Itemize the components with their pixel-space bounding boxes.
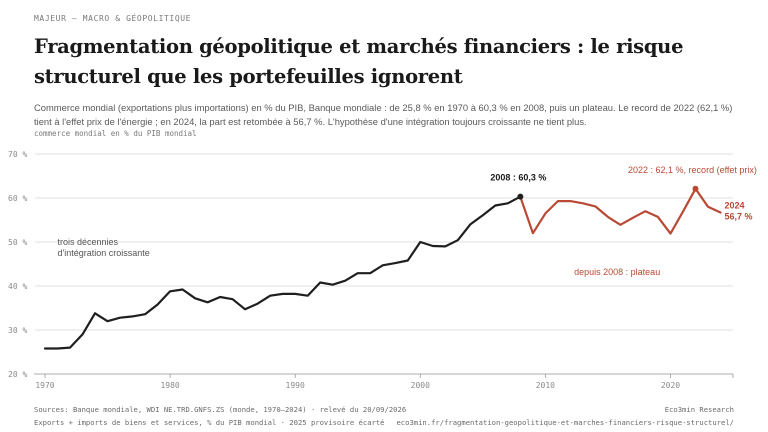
x-tick-label: 2020: [661, 381, 680, 390]
annotation-integration-line1: trois décennies: [58, 237, 119, 247]
article-url-link[interactable]: eco3min.fr/fragmentation-geopolitique-et…: [396, 417, 734, 427]
annotation-integration-line2: d'intégration croissante: [58, 248, 150, 258]
y-tick-label: 60 %: [8, 194, 27, 203]
x-tick-label: 1970: [35, 381, 54, 390]
source-line: Sources: Banque mondiale, WDI NE.TRD.GNF…: [34, 405, 407, 414]
unit-note: commerce mondial en % du PIB mondial: [34, 129, 197, 138]
trade-share-chart: 20 % 30 % 40 % 50 % 60 % 70 % 1970 1980 1990 2000…: [8, 150, 757, 390]
brand-name: Eco3min Research: [664, 405, 734, 414]
annotation-end-value: 56,7 %: [724, 212, 752, 222]
y-tick-label: 70 %: [8, 150, 27, 159]
point-2008-peak: [517, 193, 524, 200]
annotation-plateau: depuis 2008 : plateau: [574, 267, 660, 277]
annotation-peak-2008: 2008 : 60,3 %: [490, 173, 546, 183]
annotation-record-2022: 2022 : 62,1 %, record (effet prix): [628, 165, 757, 175]
figure-description: Commerce mondial (exportations plus impo…: [34, 102, 733, 127]
x-tick-label: 2000: [411, 381, 430, 390]
figure-title: Fragmentation géopolitique et marchés fi…: [34, 35, 684, 88]
series-line-1970-2008: [43, 195, 522, 350]
x-tick-label: 1980: [160, 381, 179, 390]
y-tick-label: 20 %: [8, 370, 27, 379]
x-tick-label: 2010: [536, 381, 555, 390]
series-line-2008-2024: [519, 187, 722, 235]
series-layer: [43, 185, 722, 350]
y-tick-label: 30 %: [8, 326, 27, 335]
method-note: Exports + imports de biens et services, …: [34, 417, 385, 427]
point-2022-record: [692, 185, 699, 192]
axis-layer: 20 % 30 % 40 % 50 % 60 % 70 % 1970 1980 1990 2000…: [8, 150, 734, 390]
annotation-layer: 2008 : 60,3 % 2022 : 62,1 %, record (eff…: [58, 165, 757, 277]
footer-sources: Sources: Banque mondiale, WDI NE.TRD.GNF…: [34, 404, 406, 429]
footer-brand: Eco3min Research eco3min.fr/fragmentatio…: [396, 404, 734, 429]
y-tick-label: 50 %: [8, 238, 27, 247]
y-tick-label: 40 %: [8, 282, 27, 291]
x-tick-label: 1990: [286, 381, 305, 390]
section-kicker: MAJEUR — MACRO & GÉOPOLITIQUE: [34, 14, 192, 23]
annotation-end-year: 2024: [724, 201, 744, 211]
